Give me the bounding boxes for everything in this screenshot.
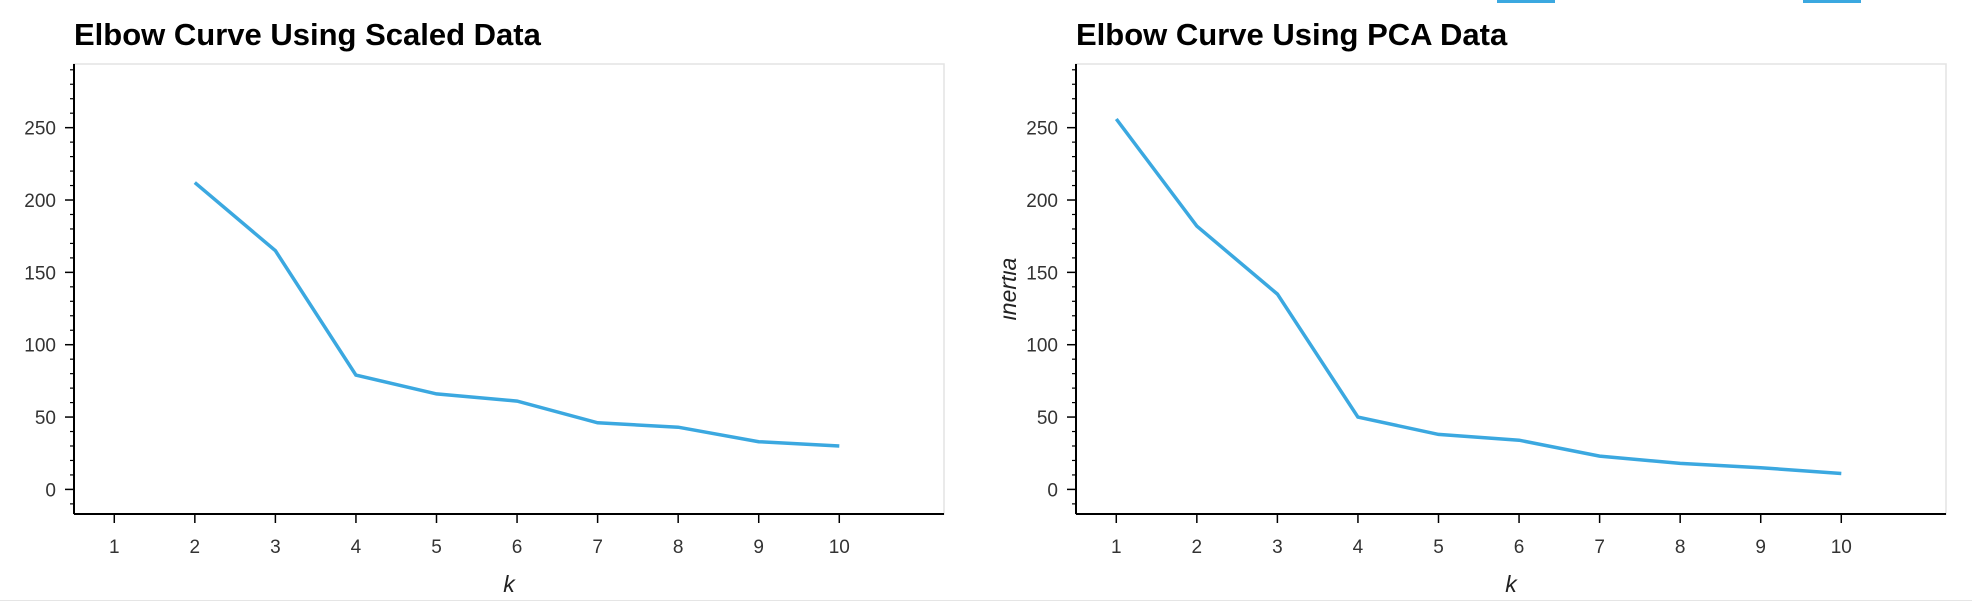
elbow-chart-pca-svg: Elbow Curve Using PCA Data05010015020025… [1002,17,1947,597]
x-axis-label: k [1505,571,1518,597]
x-tick-label: 1 [1111,537,1122,558]
x-axis-label: k [503,571,516,597]
y-tick-label: 100 [1026,336,1058,357]
elbow-chart-pca: Elbow Curve Using PCA Data 0 50 100 150 200 25… [1002,0,1972,604]
y-tick-label: 100 [24,336,56,357]
x-tick-label: 4 [351,537,362,558]
x-tick-label: 7 [592,537,603,558]
x-tick-label: 1 [109,537,120,558]
y-tick-label: 200 [1026,191,1058,212]
chart-title: Elbow Curve Using PCA Data [1076,17,1508,52]
x-tick-label: 6 [1514,537,1525,558]
plot-frame [73,63,945,515]
toolbar-indicator-left [1497,0,1555,3]
x-tick-label: 10 [1831,537,1852,558]
y-tick-label: 0 [45,480,56,501]
y-tick-label: 50 [35,408,56,429]
series-line-inertia [193,181,840,448]
chart-title: Elbow Curve Using Scaled Data [74,17,542,52]
x-tick-label: 5 [431,537,442,558]
y-tick-label: 200 [24,191,56,212]
x-tick-label: 3 [1272,537,1283,558]
x-tick-label: 8 [1675,537,1686,558]
series-line-inertia [1114,117,1842,476]
x-tick-label: 10 [829,537,850,558]
bottom-divider [0,600,1972,601]
y-tick-label: 150 [1026,263,1058,284]
x-tick-label: 6 [512,537,523,558]
x-tick-label: 9 [1755,537,1766,558]
y-tick-label: 250 [24,119,56,140]
x-tick-label: 3 [270,537,281,558]
x-tick-label: 9 [753,537,764,558]
plot-frame [1075,63,1947,515]
elbow-chart-scaled: Elbow Curve Using Scaled Data 0 50 100 150 20… [24,17,945,597]
x-tick-label: 8 [673,537,684,558]
x-tick-label: 2 [190,537,201,558]
elbow-chart-scaled-svg: Elbow Curve Using Scaled Data 0 50 100 150 20… [24,17,945,597]
y-tick-label: 150 [24,263,56,284]
toolbar-indicator-right [1803,0,1861,3]
x-tick-label: 5 [1433,537,1444,558]
x-tick-label: 7 [1594,537,1605,558]
y-axis-label: inertia [1002,258,1021,321]
x-tick-label: 4 [1353,537,1364,558]
y-tick-label: 0 [1047,480,1058,501]
y-tick-label: 50 [1037,408,1058,429]
x-tick-label: 2 [1192,537,1203,558]
y-tick-label: 250 [1026,119,1058,140]
